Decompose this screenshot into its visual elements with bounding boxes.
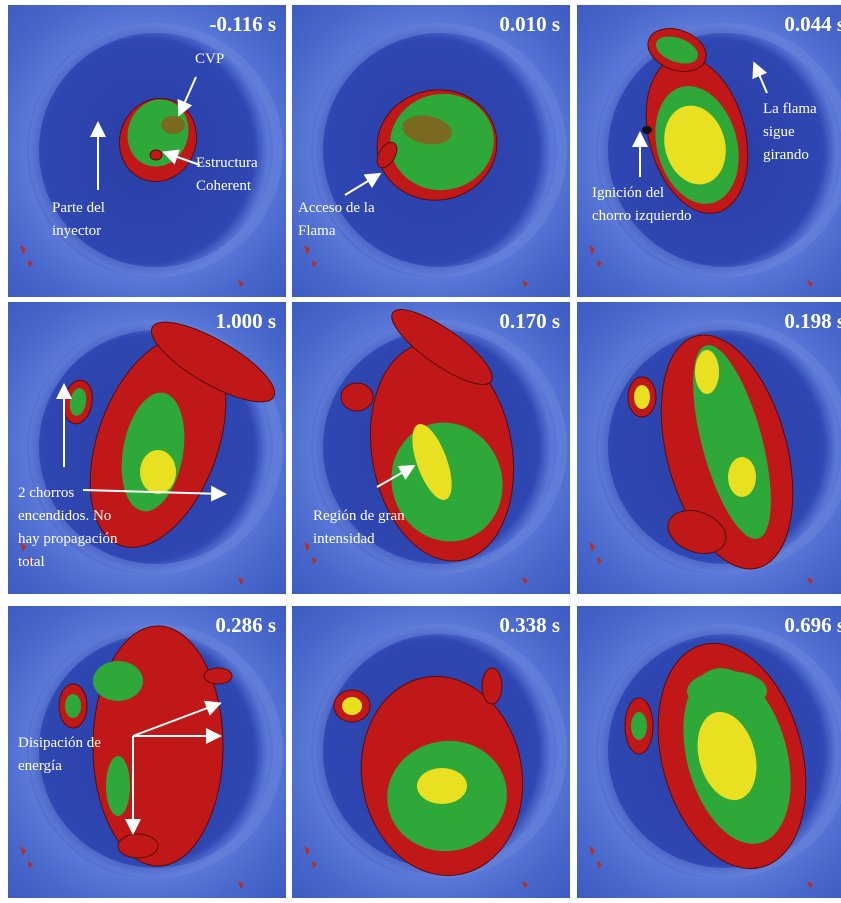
- annotation-text: encendidos. No: [18, 508, 111, 524]
- panel: 0.286 s Disipación de energía: [8, 606, 286, 898]
- flame-region: [150, 150, 162, 160]
- annotation-text: intensidad: [313, 531, 375, 547]
- annotation-text: sigue: [763, 124, 795, 140]
- panel: 1.000 s 2 chorros encendidos. No hay propag…: [8, 302, 286, 594]
- flame-region: [687, 671, 767, 711]
- time-label: 0.338 s: [499, 613, 560, 637]
- flame-region: [728, 457, 756, 497]
- figure: -0.116 s CVP Estructura Coherent Parte del in…: [0, 0, 841, 903]
- panel: -0.116 s CVP Estructura Coherent Parte del in…: [8, 5, 286, 297]
- annotation-text: chorro izquierdo: [592, 208, 692, 224]
- panel: 0.044 s La flama sigue girando Ignición del c…: [577, 5, 841, 297]
- flame-region: [634, 385, 650, 409]
- annotation-text: hay propagación: [18, 531, 118, 547]
- annotation-text: girando: [763, 147, 809, 163]
- annotation-text: Estructura: [196, 155, 258, 171]
- panel: 0.010 s Acceso de la Flama: [292, 5, 570, 297]
- annotation-text: Región de gran: [313, 508, 405, 524]
- flame-region: [161, 116, 185, 134]
- time-label: 0.198 s: [784, 309, 841, 333]
- flame-region: [118, 834, 158, 858]
- flame-region: [342, 697, 362, 715]
- flame-region: [417, 768, 467, 804]
- time-label: 0.170 s: [499, 309, 560, 333]
- flame-region: [65, 694, 81, 718]
- annotation-text: Parte del: [52, 200, 105, 216]
- annotation-text: Coherent: [196, 178, 252, 194]
- panel: 0.198 s: [577, 302, 841, 594]
- annotation-text: Acceso de la: [298, 200, 375, 216]
- annotation-text: total: [18, 554, 45, 570]
- annotation-text: energía: [18, 758, 62, 774]
- time-label: 0.044 s: [784, 12, 841, 36]
- time-label: 0.696 s: [784, 613, 841, 637]
- flame-region: [140, 450, 176, 494]
- flame-region: [93, 661, 143, 701]
- flame-region: [204, 668, 232, 684]
- panel: 0.696 s: [577, 606, 841, 898]
- flame-region: [642, 126, 652, 134]
- flame-region: [106, 756, 130, 816]
- annotation-text: 2 chorros: [18, 485, 74, 501]
- time-label: 0.286 s: [215, 613, 276, 637]
- time-label: 1.000 s: [215, 309, 276, 333]
- time-label: -0.116 s: [209, 12, 276, 36]
- annotation-text: La flama: [763, 101, 817, 117]
- flame-region: [341, 383, 373, 411]
- flame-region: [695, 350, 719, 394]
- annotation-text: Flama: [298, 223, 336, 239]
- annotation-text: Ignición del: [592, 185, 664, 201]
- time-label: 0.010 s: [499, 12, 560, 36]
- panel: 0.170 s Región de gran intensidad: [292, 298, 570, 594]
- annotation-text: inyector: [52, 223, 101, 239]
- annotation-text: Disipación de: [18, 735, 101, 751]
- flame-region: [631, 712, 647, 740]
- panel: 0.338 s: [292, 606, 570, 898]
- annotation-text: CVP: [195, 51, 224, 67]
- flame-region: [482, 668, 502, 704]
